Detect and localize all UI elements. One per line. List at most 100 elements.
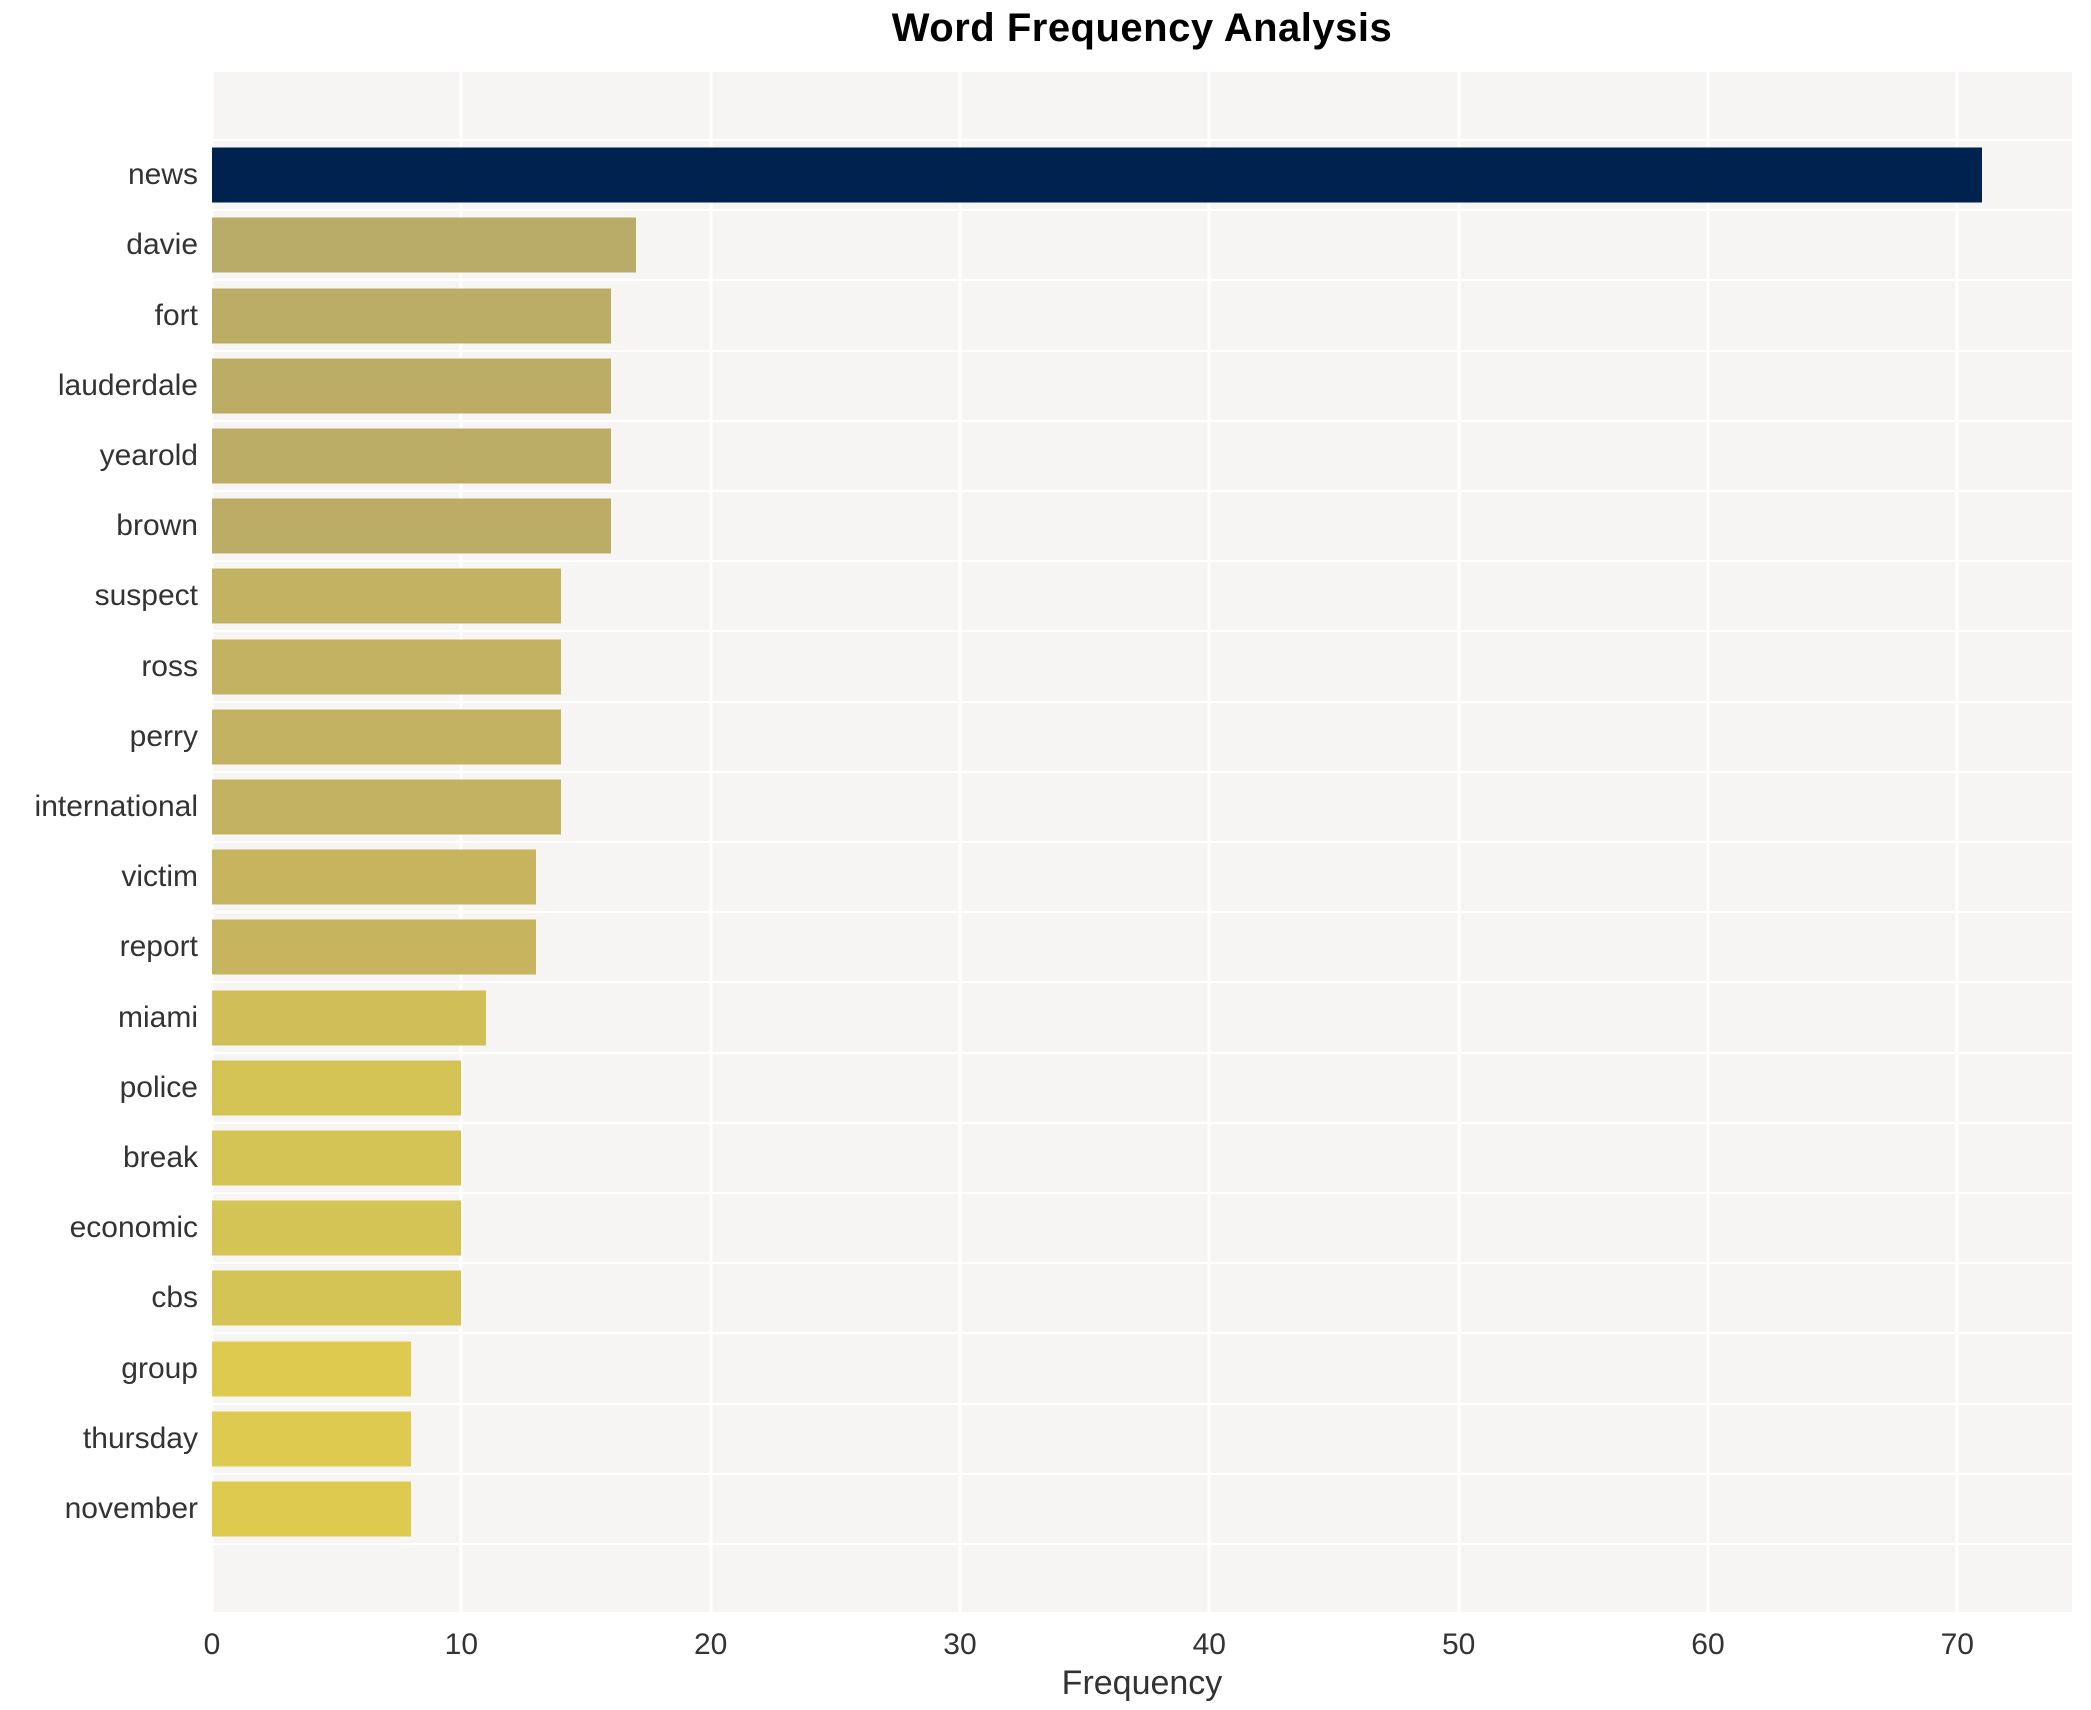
chart-row-davie: davie bbox=[0, 210, 2091, 280]
category-label-group: group bbox=[121, 1351, 198, 1385]
bar-davie bbox=[212, 217, 636, 273]
bar-track bbox=[212, 982, 2072, 1052]
chart-row-police: police bbox=[0, 1053, 2091, 1123]
bar-track bbox=[212, 140, 2072, 210]
category-label-yearold: yearold bbox=[99, 438, 198, 472]
chart-row-yearold: yearold bbox=[0, 421, 2091, 491]
horizontal-gridline bbox=[212, 490, 2072, 492]
chart-title: Word Frequency Analysis bbox=[891, 6, 1393, 50]
bar-news bbox=[212, 147, 1983, 203]
bar-track bbox=[212, 1404, 2072, 1474]
horizontal-gridline bbox=[212, 1543, 2072, 1545]
horizontal-gridline bbox=[212, 279, 2072, 282]
chart-row-brown: brown bbox=[0, 491, 2091, 561]
category-label-report: report bbox=[119, 930, 198, 964]
category-label-suspect: suspect bbox=[94, 579, 198, 613]
horizontal-gridline bbox=[212, 1402, 2072, 1405]
bar-brown bbox=[212, 498, 611, 554]
chart-row-cbs: cbs bbox=[0, 1263, 2091, 1333]
bar-rows: news davie fort lauderdale yearold brown suspe… bbox=[0, 72, 2091, 1612]
bar-track bbox=[212, 210, 2072, 280]
bar-track bbox=[212, 351, 2072, 421]
horizontal-gridline bbox=[212, 700, 2072, 703]
chart-row-lauderdale: lauderdale bbox=[0, 351, 2091, 421]
category-label-perry: perry bbox=[129, 719, 198, 753]
x-tick-label-0: 0 bbox=[203, 1628, 221, 1661]
horizontal-gridline bbox=[212, 349, 2072, 352]
bar-economic bbox=[212, 1200, 462, 1256]
bar-track bbox=[212, 1263, 2072, 1333]
chart-row-report: report bbox=[0, 912, 2091, 982]
bar-track bbox=[212, 1053, 2072, 1123]
category-label-thursday: thursday bbox=[82, 1421, 198, 1455]
chart-row-november: november bbox=[0, 1474, 2091, 1544]
bar-group bbox=[212, 1341, 412, 1397]
category-label-ross: ross bbox=[141, 649, 198, 683]
horizontal-gridline bbox=[212, 770, 2072, 773]
category-label-fort: fort bbox=[154, 298, 198, 332]
bar-track bbox=[212, 491, 2072, 561]
bar-track bbox=[212, 561, 2072, 631]
horizontal-gridline bbox=[212, 630, 2072, 633]
bar-track bbox=[212, 1474, 2072, 1544]
category-label-break: break bbox=[122, 1140, 198, 1174]
horizontal-gridline bbox=[212, 1192, 2072, 1194]
chart-row-news: news bbox=[0, 140, 2091, 210]
x-tick-label-60: 60 bbox=[1691, 1628, 1725, 1661]
x-tick-label-50: 50 bbox=[1441, 1628, 1476, 1661]
bar-track bbox=[212, 280, 2072, 350]
horizontal-gridline bbox=[212, 139, 2072, 141]
category-label-november: november bbox=[64, 1491, 198, 1525]
x-tick-label-70: 70 bbox=[1940, 1628, 1974, 1661]
bar-november bbox=[212, 1481, 412, 1537]
x-tick-label-10: 10 bbox=[444, 1628, 479, 1661]
category-label-brown: brown bbox=[116, 509, 198, 543]
bar-track bbox=[212, 1333, 2072, 1403]
bar-ross bbox=[212, 639, 562, 695]
chart-row-break: break bbox=[0, 1123, 2091, 1193]
bar-fort bbox=[212, 288, 611, 343]
bar-break bbox=[212, 1130, 462, 1186]
chart-row-economic: economic bbox=[0, 1193, 2091, 1263]
bar-track bbox=[212, 912, 2072, 982]
horizontal-gridline bbox=[212, 1472, 2072, 1475]
bar-track bbox=[212, 1193, 2072, 1263]
category-label-lauderdale: lauderdale bbox=[57, 368, 198, 402]
bar-track bbox=[212, 842, 2072, 912]
category-label-international: international bbox=[34, 789, 198, 823]
horizontal-gridline bbox=[212, 560, 2072, 563]
x-tick-label-30: 30 bbox=[943, 1628, 977, 1661]
x-axis-label: Frequency bbox=[1061, 1664, 1223, 1702]
horizontal-gridline bbox=[212, 1332, 2072, 1335]
bar-yearold bbox=[212, 428, 611, 484]
bar-thursday bbox=[212, 1411, 412, 1467]
bar-track bbox=[212, 421, 2072, 491]
chart-row-ross: ross bbox=[0, 631, 2091, 701]
bar-track bbox=[212, 631, 2072, 701]
chart-row-miami: miami bbox=[0, 982, 2091, 1052]
x-tick-label-40: 40 bbox=[1192, 1628, 1226, 1661]
chart-row-fort: fort bbox=[0, 280, 2091, 350]
x-axis-ticks: 0 10 20 30 40 50 60 70 bbox=[204, 1628, 2072, 1668]
category-label-victim: victim bbox=[121, 860, 198, 894]
horizontal-gridline bbox=[212, 1051, 2072, 1054]
bar-report bbox=[212, 919, 537, 975]
horizontal-gridline bbox=[212, 419, 2072, 422]
category-label-economic: economic bbox=[69, 1211, 198, 1245]
chart-row-suspect: suspect bbox=[0, 561, 2091, 631]
horizontal-gridline bbox=[212, 1262, 2072, 1265]
chart-row-perry: perry bbox=[0, 702, 2091, 772]
category-label-news: news bbox=[127, 158, 198, 192]
bar-perry bbox=[212, 709, 562, 765]
horizontal-gridline bbox=[212, 911, 2072, 914]
bar-international bbox=[212, 779, 562, 835]
horizontal-gridline bbox=[212, 1121, 2072, 1124]
bar-victim bbox=[212, 849, 537, 905]
bar-track bbox=[212, 1123, 2072, 1193]
horizontal-gridline bbox=[212, 209, 2072, 212]
x-tick-label-20: 20 bbox=[693, 1628, 728, 1661]
category-label-davie: davie bbox=[126, 228, 198, 262]
bar-suspect bbox=[212, 568, 562, 624]
chart-row-international: international bbox=[0, 772, 2091, 842]
